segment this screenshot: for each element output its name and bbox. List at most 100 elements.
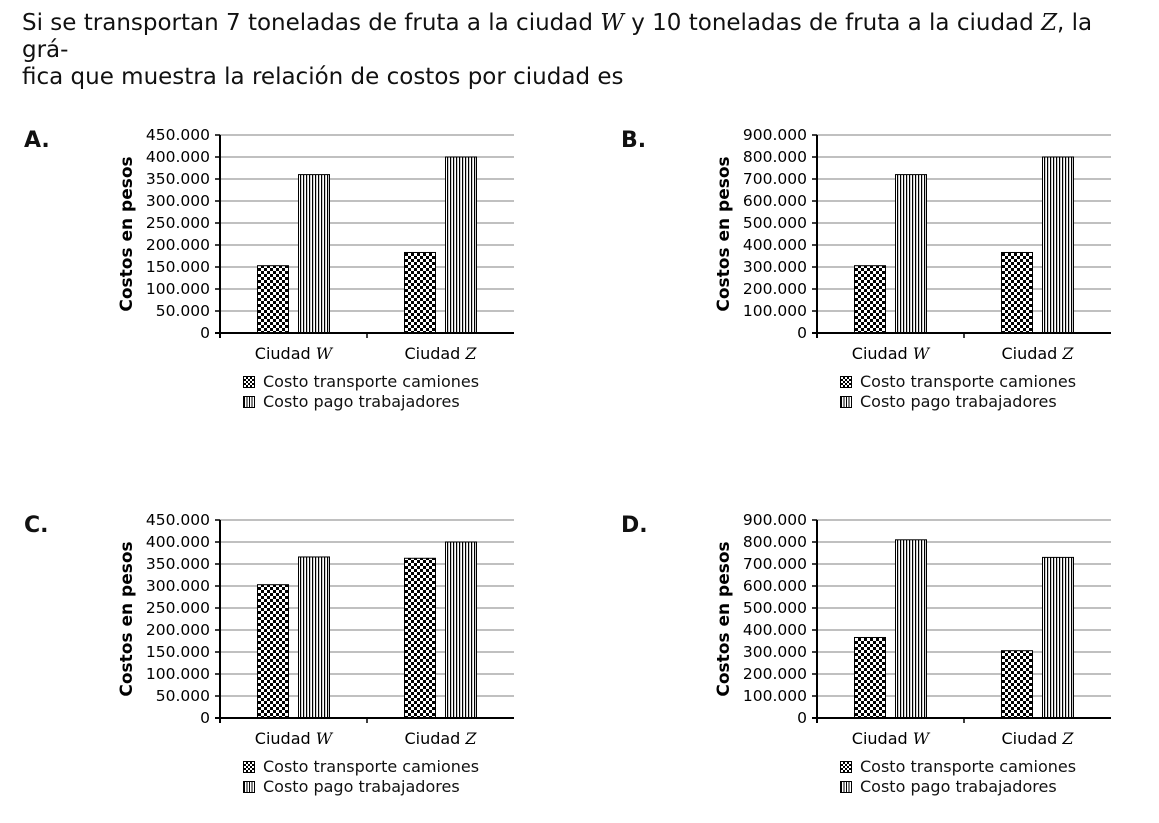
stripes-swatch-icon [243,396,255,408]
y-tick-label: 400.000 [146,533,210,551]
legend: Costo transporte camiones Costo pago tra… [243,372,479,412]
y-tick-label: 700.000 [743,170,807,188]
y-tick-label: 250.000 [146,214,210,232]
stripes-swatch-icon [840,781,852,793]
bar-chart: 0 100.000 200.000 300.000 400.000 500.000 600.… [714,126,1111,363]
option-letter: D. [621,513,648,538]
option-b-panel[interactable]: B. 0 100.000 200.000 300.000 400.000 500.000 6… [597,118,1157,438]
y-tick-label: 0 [797,324,807,342]
question-part2: y 10 toneladas de fruta a la ciudad [623,10,1042,36]
y-tick-label: 200.000 [743,280,807,298]
y-tick-label: 900.000 [743,511,807,529]
y-tick-label: 100.000 [743,302,807,320]
y-tick-label: 0 [200,709,210,727]
x-category-label: Ciudad W [255,344,334,363]
bar-transporte [854,636,886,719]
bar-transporte [1001,650,1033,719]
legend-label: Costo transporte camiones [263,757,480,776]
bar-transporte [257,584,289,719]
y-tick-label: 100.000 [743,687,807,705]
x-category-label: Ciudad Z [1001,344,1074,363]
y-tick-label: 900.000 [743,126,807,144]
question-text: Si se transportan 7 toneladas de fruta a… [22,10,1142,91]
legend-label: Costo transporte camiones [263,372,480,391]
y-tick-label: 300.000 [743,643,807,661]
question-var-w: W [600,10,624,36]
legend-item-workers: Costo pago trabajadores [243,777,479,797]
legend-item-transport: Costo transporte camiones [243,372,479,392]
legend-item-workers: Costo pago trabajadores [243,392,479,412]
y-axis-label: Costos en pesos [117,156,137,311]
option-letter: A. [24,128,50,153]
legend-label: Costo pago trabajadores [263,777,460,796]
y-tick-label: 800.000 [743,148,807,166]
y-tick-label: 400.000 [743,236,807,254]
legend-item-transport: Costo transporte camiones [840,372,1076,392]
legend-item-transport: Costo transporte camiones [243,757,479,777]
y-tick-label: 450.000 [146,511,210,529]
y-tick-label: 100.000 [146,665,210,683]
bar-chart: 0 100.000 200.000 300.000 400.000 500.000 600.… [714,511,1111,748]
checker-swatch-icon [243,376,255,388]
y-tick-label: 0 [200,324,210,342]
bar-trabajadores [298,556,330,719]
legend: Costo transporte camiones Costo pago tra… [840,372,1076,412]
option-d-panel[interactable]: D. 0 100.000 200.000 300.000 400.000 500.000 6… [597,503,1157,823]
checker-swatch-icon [840,376,852,388]
bar-trabajadores [1042,556,1074,719]
legend-label: Costo pago trabajadores [860,777,1057,796]
question-part3: , la grá- [22,10,1093,63]
x-category-label: Ciudad W [852,729,931,748]
checker-swatch-icon [840,761,852,773]
y-tick-label: 350.000 [146,555,210,573]
question-line2: fica que muestra la relación de costos p… [22,64,624,90]
bar-chart: 0 50.000 100.000 150.000 200.000 250.000 300.0… [117,126,514,363]
y-tick-label: 800.000 [743,533,807,551]
bar-transporte [404,557,436,719]
stripes-swatch-icon [243,781,255,793]
legend-label: Costo pago trabajadores [860,392,1057,411]
y-tick-label: 100.000 [146,280,210,298]
y-tick-label: 500.000 [743,214,807,232]
stripes-swatch-icon [840,396,852,408]
y-tick-label: 50.000 [156,302,210,320]
y-tick-label: 450.000 [146,126,210,144]
legend-label: Costo transporte camiones [860,757,1077,776]
bar-trabajadores [445,541,477,719]
legend-label: Costo transporte camiones [860,372,1077,391]
x-category-label: Ciudad W [852,344,931,363]
bar-trabajadores [298,174,330,334]
option-a-panel[interactable]: A. 0 50.000 100.000 150.000 200.000 250.000 30… [0,118,560,438]
question-part1: Si se transportan 7 toneladas de fruta a… [22,10,601,36]
option-letter: B. [621,128,647,153]
y-axis-label: Costos en pesos [117,541,137,696]
bar-trabajadores [445,156,477,334]
y-tick-label: 0 [797,709,807,727]
y-tick-label: 350.000 [146,170,210,188]
y-tick-label: 200.000 [146,236,210,254]
y-tick-label: 150.000 [146,643,210,661]
bar-transporte [1001,251,1033,334]
y-axis-label: Costos en pesos [714,156,734,311]
bar-transporte [854,265,886,334]
bar-trabajadores [1042,156,1074,334]
y-tick-label: 400.000 [146,148,210,166]
bar-trabajadores [895,174,927,334]
y-tick-label: 500.000 [743,599,807,617]
x-category-label: Ciudad Z [404,344,477,363]
y-tick-label: 200.000 [743,665,807,683]
y-tick-label: 50.000 [156,687,210,705]
y-tick-label: 300.000 [743,258,807,276]
option-c-panel[interactable]: C. 0 50.000 100.000 150.000 200.000 250.000 30… [0,503,560,823]
y-tick-label: 600.000 [743,192,807,210]
legend-item-workers: Costo pago trabajadores [840,392,1076,412]
x-category-label: Ciudad W [255,729,334,748]
bar-trabajadores [895,539,927,719]
legend-item-transport: Costo transporte camiones [840,757,1076,777]
y-tick-label: 300.000 [146,577,210,595]
bar-transporte [404,251,436,334]
y-tick-label: 300.000 [146,192,210,210]
y-tick-label: 200.000 [146,621,210,639]
question-var-z: Z [1041,10,1058,36]
y-tick-label: 400.000 [743,621,807,639]
